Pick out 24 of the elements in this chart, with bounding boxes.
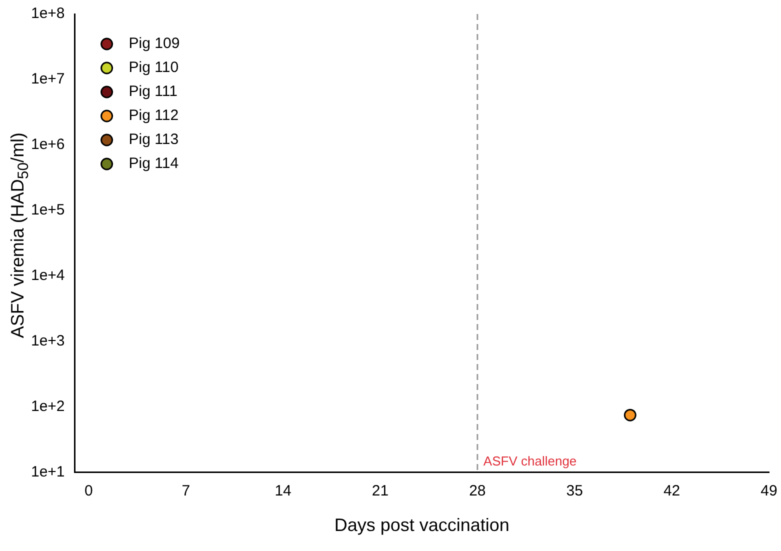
x-tick-label: 35 <box>566 482 583 500</box>
y-tick-label: 1e+6 <box>30 136 65 154</box>
x-tick-label: 21 <box>372 482 389 500</box>
ref-line-label: ASFV challenge <box>483 453 577 468</box>
x-tick-label: 28 <box>469 482 486 500</box>
y-tick-label: 1e+3 <box>30 332 65 350</box>
legend-label: Pig 109 <box>128 35 180 52</box>
y-tick-label: 1e+4 <box>30 267 65 284</box>
x-tick-label: 0 <box>84 482 93 500</box>
y-tick-label: 1e+2 <box>30 398 65 416</box>
legend-label: Pig 110 <box>128 59 179 76</box>
y-tick-label: 1e+5 <box>30 202 65 219</box>
x-tick-label: 7 <box>182 482 190 500</box>
x-tick-label: 14 <box>274 482 292 500</box>
legend-label: Pig 112 <box>128 107 179 124</box>
legend-label: Pig 113 <box>128 131 179 148</box>
legend-label: Pig 114 <box>128 155 179 172</box>
x-tick-label: 42 <box>663 482 680 500</box>
legend-label: Pig 111 <box>128 83 178 100</box>
x-tick-label: 49 <box>760 482 778 500</box>
y-tick-label: 1e+7 <box>30 70 65 88</box>
y-tick-label: 1e+8 <box>30 5 65 22</box>
y-tick-label: 1e+1 <box>30 464 65 481</box>
x-axis-title: Days post vaccination <box>334 515 510 536</box>
